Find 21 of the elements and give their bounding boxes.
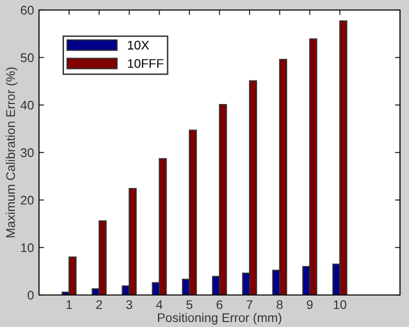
x-tick-label: 1 xyxy=(66,300,72,309)
legend-label: 10FFF xyxy=(128,59,164,68)
y-tick-label: 60 xyxy=(20,6,34,15)
x-axis-title: Positioning Error (mm) xyxy=(158,312,282,325)
y-tick-label: 0 xyxy=(28,290,34,300)
x-tick-label: 5 xyxy=(186,300,192,310)
y-tick-label: 10 xyxy=(21,243,34,252)
x-tick-label: 4 xyxy=(156,300,162,309)
x-tick-label: 7 xyxy=(246,300,252,309)
y-tick-label: 40 xyxy=(20,100,34,110)
x-tick-label: 10 xyxy=(334,300,346,310)
legend-label: 10X xyxy=(128,40,150,50)
x-tick-label: 8 xyxy=(276,300,283,310)
y-tick-label: 20 xyxy=(20,196,34,205)
x-tick-label: 9 xyxy=(306,300,313,310)
y-tick-label: 50 xyxy=(20,53,34,62)
x-tick-label: 6 xyxy=(216,300,222,310)
x-tick-label: 2 xyxy=(96,300,102,309)
y-axis-title: Maximum Calibration Error (%) xyxy=(6,67,18,238)
x-tick-label: 3 xyxy=(126,300,132,310)
y-tick-label: 30 xyxy=(20,148,34,158)
